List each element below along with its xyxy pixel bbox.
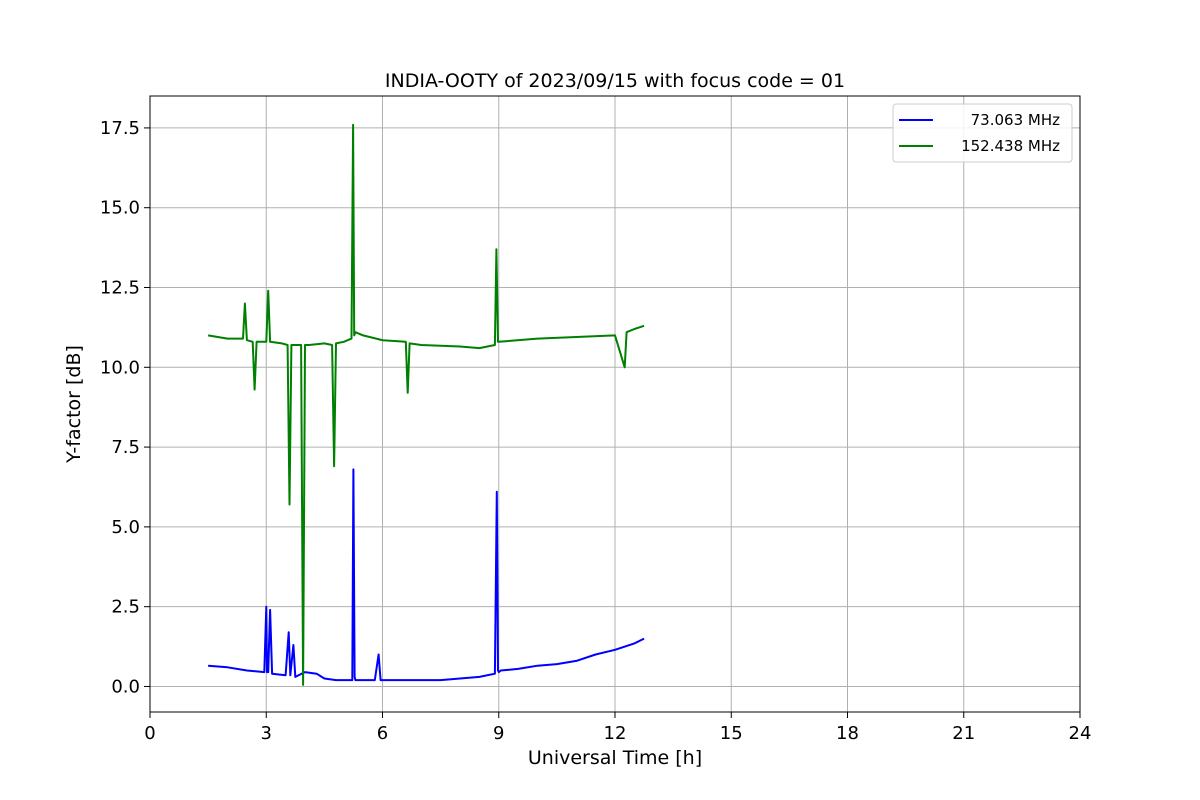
x-axis-label: Universal Time [h] (528, 747, 702, 769)
y-tick-label: 15.0 (100, 198, 140, 219)
ticks: 0 3 6 9 12 15 18 21 24 0.0 2.5 5.0 7.5 10.0 12.5 15.0 17… (100, 118, 1092, 744)
legend-box (892, 103, 1073, 163)
x-tick-label: 21 (952, 723, 975, 744)
y-axis-label: Y-factor [dB] (63, 345, 85, 464)
y-tick-label: 7.5 (111, 437, 140, 458)
chart-title: INDIA-OOTY of 2023/09/15 with focus code… (385, 70, 845, 92)
x-tick-label: 3 (261, 723, 272, 744)
x-tick-label: 6 (377, 723, 388, 744)
x-tick-label: 9 (493, 723, 504, 744)
legend-label-2: 152.438 MHz (961, 137, 1060, 155)
y-tick-label: 10.0 (100, 357, 140, 378)
x-tick-label: 0 (144, 723, 155, 744)
y-tick-label: 5.0 (111, 517, 140, 538)
series-line-1 (208, 468, 645, 682)
y-tick-label: 0.0 (111, 676, 140, 697)
x-tick-label: 24 (1069, 723, 1092, 744)
y-tick-label: 2.5 (111, 597, 140, 618)
series-layer (207, 123, 645, 686)
x-tick-label: 15 (720, 723, 743, 744)
x-tick-label: 18 (836, 723, 859, 744)
y-tick-label: 17.5 (100, 118, 140, 139)
legend-label-1: 73.063 MHz (971, 111, 1060, 129)
y-tick-label: 12.5 (100, 278, 140, 299)
series-line-2 (207, 123, 645, 686)
x-tick-label: 12 (604, 723, 627, 744)
legend: 73.063 MHz 152.438 MHz (892, 103, 1073, 163)
